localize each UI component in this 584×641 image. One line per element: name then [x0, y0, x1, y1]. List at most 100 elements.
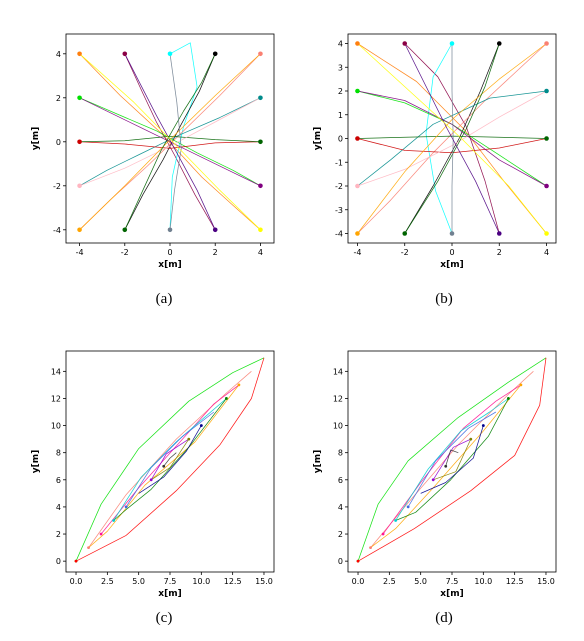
trajectory-line: [150, 438, 190, 481]
y-tick-label: 14: [51, 367, 61, 376]
trajectory-line: [163, 452, 177, 467]
trajectory-line: [404, 43, 500, 234]
trajectory-line: [357, 90, 547, 187]
start-point: [77, 139, 82, 145]
trajectory-line: [150, 438, 190, 480]
trajectory-line: [357, 43, 547, 234]
start-point: [77, 183, 82, 189]
x-tick-label: 0: [449, 248, 454, 257]
start-point: [124, 505, 128, 509]
start-point: [77, 51, 82, 57]
y-tick-label: -4: [335, 230, 343, 239]
trajectory-line: [357, 138, 547, 154]
trajectories: [357, 43, 547, 234]
start-point: [224, 397, 228, 400]
start-point: [406, 505, 410, 509]
trajectory-line: [138, 425, 202, 494]
y-tick-label: -4: [53, 226, 61, 235]
trajectories: [79, 42, 261, 231]
x-tick-label: 7.5: [446, 577, 459, 586]
start-point: [496, 41, 502, 46]
y-tick-label: 12: [333, 394, 343, 403]
y-tick-label: 4: [338, 503, 343, 512]
x-tick-label: 0.0: [352, 577, 365, 586]
panel-caption: (d): [435, 610, 453, 626]
trajectories: [75, 357, 265, 562]
trajectory-line: [79, 97, 261, 187]
start-point: [402, 231, 408, 236]
x-tick-label: 2.5: [101, 577, 114, 586]
trajectory-line: [79, 97, 261, 187]
start-point: [258, 183, 263, 189]
start-point: [237, 383, 241, 387]
trajectory-line: [357, 43, 547, 234]
start-point: [469, 437, 473, 441]
start-point: [122, 227, 128, 233]
start-point: [369, 546, 372, 549]
trajectory-line: [79, 97, 261, 187]
trajectory-line: [432, 438, 471, 480]
trajectory-line: [451, 43, 454, 234]
start-point: [431, 478, 435, 482]
start-point: [112, 519, 116, 522]
y-axis-label: y[m]: [313, 450, 323, 473]
start-point: [167, 227, 173, 233]
start-point: [199, 424, 203, 427]
start-point: [74, 559, 78, 563]
y-tick-label: 2: [56, 94, 61, 103]
trajectory-line: [75, 357, 265, 562]
start-point: [394, 519, 398, 522]
start-point: [212, 51, 218, 57]
y-tick-label: 0: [56, 138, 61, 147]
x-axis-label: x[m]: [158, 589, 181, 599]
start-point: [544, 183, 549, 189]
trajectory-line: [404, 43, 500, 234]
x-tick-label: 7.5: [164, 577, 177, 586]
start-point: [449, 231, 455, 236]
x-axis-label: x[m]: [158, 260, 181, 270]
start-point: [356, 559, 360, 563]
trajectory-line: [79, 97, 261, 187]
x-tick-label: 2: [497, 248, 502, 257]
y-tick-label: 6: [338, 476, 343, 485]
x-tick-label: 10.0: [192, 577, 210, 586]
y-tick-label: 2: [338, 87, 343, 96]
trajectory-line: [357, 135, 547, 139]
start-point: [444, 464, 448, 468]
start-point: [544, 88, 549, 94]
x-tick-label: 12.5: [506, 577, 524, 586]
start-point: [355, 41, 360, 46]
y-tick-label: 10: [51, 422, 61, 431]
x-tick-label: -2: [401, 248, 409, 257]
x-tick-label: -4: [76, 248, 84, 257]
x-tick-label: 2: [213, 248, 218, 257]
trajectory-line: [75, 357, 265, 562]
panel-caption: (c): [156, 610, 173, 626]
trajectory-line: [357, 357, 547, 562]
start-point: [258, 139, 263, 145]
start-point: [258, 227, 263, 233]
x-tick-label: -2: [121, 248, 129, 257]
trajectory-line: [425, 43, 453, 234]
x-axis-label: x[m]: [440, 589, 463, 599]
y-tick-label: 6: [56, 476, 61, 485]
trajectory-line: [113, 398, 227, 521]
trajectory-line: [407, 411, 497, 508]
panel-1: -4 -2 0 2 4 -4 -3 -2 -1 0 1 2 3 4 x[m] y[m] (b): [313, 33, 557, 307]
y-tick-label: 2: [338, 530, 343, 539]
x-tick-label: 15.0: [537, 577, 555, 586]
x-tick-label: 4: [258, 248, 263, 257]
y-axis-label: y[m]: [313, 127, 323, 150]
trajectory-line: [357, 90, 547, 187]
panel-2: 0.0 2.5 5.0 7.5 10.0 12.5 15.0 0 2 4 6 8 10 12 14 x[m] y…: [31, 350, 275, 626]
x-tick-label: 5.0: [414, 577, 427, 586]
start-point: [544, 231, 549, 236]
y-axis-label: y[m]: [31, 450, 41, 473]
trajectory-line: [79, 53, 261, 231]
start-point: [187, 437, 191, 441]
y-tick-label: -3: [335, 206, 343, 215]
x-axis-label: x[m]: [440, 260, 463, 270]
start-point: [481, 424, 485, 427]
x-tick-label: 15.0: [255, 577, 273, 586]
